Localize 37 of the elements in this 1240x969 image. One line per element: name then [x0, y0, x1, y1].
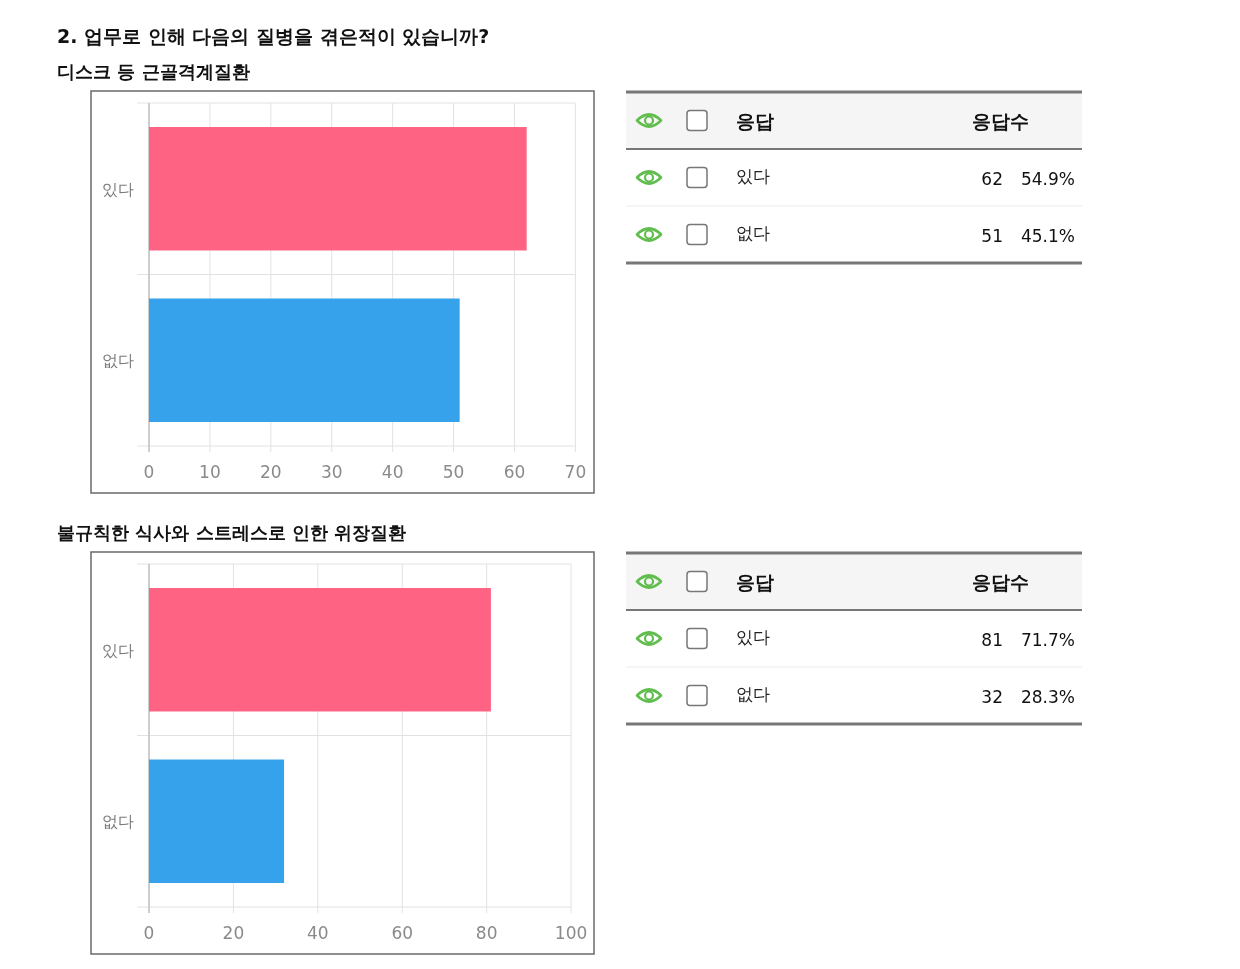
title: 2. 업무로 인해 다음의 질병을 겪은적이 있습니까? — [57, 25, 490, 47]
table-count: 62 — [981, 168, 1003, 189]
table-response: 있다 — [736, 165, 770, 186]
tick-label: 60 — [503, 462, 526, 482]
category-label: 없다 — [102, 812, 134, 832]
category-label: 없다 — [102, 351, 134, 371]
category-label: 있다 — [102, 640, 134, 660]
tick-label: 50 — [442, 462, 465, 482]
tick-label: 100 — [554, 923, 588, 943]
table-count: 32 — [981, 686, 1003, 707]
tick-label: 70 — [564, 462, 587, 482]
table-header: 응답수 — [972, 109, 1029, 132]
table-header: 응답 — [736, 109, 774, 132]
table-count: 81 — [981, 629, 1003, 650]
table-header: 응답 — [736, 570, 774, 593]
subtitle: 디스크 등 근골격계질환 — [57, 61, 250, 82]
tick-label: 10 — [199, 462, 221, 482]
tick-label: 20 — [260, 462, 282, 482]
tick-label: 40 — [381, 462, 404, 482]
tick-label: 0 — [143, 923, 155, 943]
table-percent: 71.7% — [1021, 629, 1075, 650]
table-response: 있다 — [736, 626, 770, 647]
tick-label: 40 — [307, 923, 329, 943]
table-percent: 45.1% — [1021, 225, 1075, 246]
table-percent: 28.3% — [1021, 686, 1075, 707]
tick-label: 20 — [222, 923, 245, 943]
table-response: 없다 — [736, 683, 770, 704]
table-count: 51 — [981, 225, 1003, 246]
title: 불규칙한 식사와 스트레스로 인한 위장질환 — [57, 522, 407, 543]
table-response: 없다 — [736, 222, 770, 243]
tick-label: 80 — [475, 923, 498, 943]
tick-label: 30 — [320, 462, 343, 482]
tick-label: 0 — [143, 462, 155, 482]
table-header: 응답수 — [972, 570, 1029, 593]
table-percent: 54.9% — [1021, 168, 1075, 189]
category-label: 있다 — [102, 179, 134, 199]
tick-label: 60 — [391, 923, 414, 943]
